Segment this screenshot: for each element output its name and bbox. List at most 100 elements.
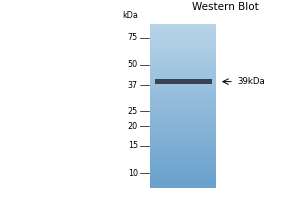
Bar [150, 132, 216, 133]
Bar [150, 154, 216, 155]
Bar [150, 47, 216, 48]
Bar [150, 139, 216, 140]
Bar [150, 74, 216, 75]
Bar [150, 158, 216, 159]
Bar [150, 77, 216, 78]
Bar [150, 115, 216, 116]
Bar [150, 165, 216, 166]
Bar [150, 88, 216, 89]
Bar [150, 66, 216, 67]
Bar [150, 44, 216, 45]
Bar [150, 29, 216, 30]
Bar [150, 106, 216, 107]
Bar [150, 143, 216, 144]
Bar [150, 130, 216, 131]
Bar [150, 96, 216, 97]
Bar [150, 40, 216, 41]
Bar [150, 48, 216, 49]
Bar [150, 84, 216, 85]
Bar [150, 73, 216, 74]
Bar [150, 146, 216, 147]
Bar [150, 181, 216, 182]
Bar [150, 169, 216, 170]
Bar [150, 52, 216, 53]
Bar [150, 136, 216, 137]
Bar [150, 118, 216, 119]
Bar [150, 176, 216, 177]
Bar [150, 127, 216, 128]
Bar [150, 35, 216, 36]
Bar [150, 100, 216, 101]
Bar [150, 70, 216, 71]
Bar [150, 112, 216, 113]
Text: 15: 15 [128, 141, 138, 150]
Bar [150, 161, 216, 162]
Bar [150, 147, 216, 148]
Bar [150, 156, 216, 157]
Bar [150, 53, 216, 54]
Bar [150, 185, 216, 186]
Bar [150, 171, 216, 172]
Bar [150, 113, 216, 114]
Bar [150, 168, 216, 169]
Bar [150, 113, 216, 114]
Bar [150, 86, 216, 87]
Bar [150, 62, 216, 63]
Bar [150, 170, 216, 171]
Bar [150, 108, 216, 109]
Bar [150, 112, 216, 113]
Bar [150, 159, 216, 160]
Bar [150, 131, 216, 132]
Bar [150, 163, 216, 164]
Bar [150, 153, 216, 154]
Bar [150, 63, 216, 64]
Text: 20: 20 [128, 122, 138, 131]
Bar [150, 100, 216, 101]
Bar [150, 24, 216, 25]
Bar [150, 75, 216, 76]
Text: 37: 37 [128, 81, 138, 90]
Bar [150, 130, 216, 131]
Bar [150, 166, 216, 167]
Bar [150, 36, 216, 37]
Bar [150, 176, 216, 177]
Bar [150, 135, 216, 136]
Bar [150, 114, 216, 115]
Bar [150, 155, 216, 156]
Bar [150, 144, 216, 145]
Bar [150, 94, 216, 95]
Bar [150, 41, 216, 42]
Bar [150, 186, 216, 187]
Bar [150, 90, 216, 91]
Bar [150, 59, 216, 60]
Bar [150, 109, 216, 110]
Bar [150, 129, 216, 130]
Bar [150, 59, 216, 60]
Bar [150, 145, 216, 146]
Bar [150, 83, 216, 84]
Bar [150, 89, 216, 90]
Bar [150, 184, 216, 185]
Bar [150, 167, 216, 168]
Bar [150, 110, 216, 111]
Bar [150, 165, 216, 166]
Bar [150, 71, 216, 72]
Bar [150, 43, 216, 44]
Bar [150, 28, 216, 29]
Bar [150, 120, 216, 121]
Text: 10: 10 [128, 169, 138, 178]
Bar [150, 25, 216, 26]
Text: kDa: kDa [122, 11, 138, 20]
Bar [150, 60, 216, 61]
Bar [150, 107, 216, 108]
Bar [150, 179, 216, 180]
Bar [150, 76, 216, 77]
Bar [150, 160, 216, 161]
Bar [150, 174, 216, 175]
Bar [150, 99, 216, 100]
Bar [150, 98, 216, 99]
Bar [150, 33, 216, 34]
Bar [150, 151, 216, 152]
Bar [150, 171, 216, 172]
Bar [150, 164, 216, 165]
